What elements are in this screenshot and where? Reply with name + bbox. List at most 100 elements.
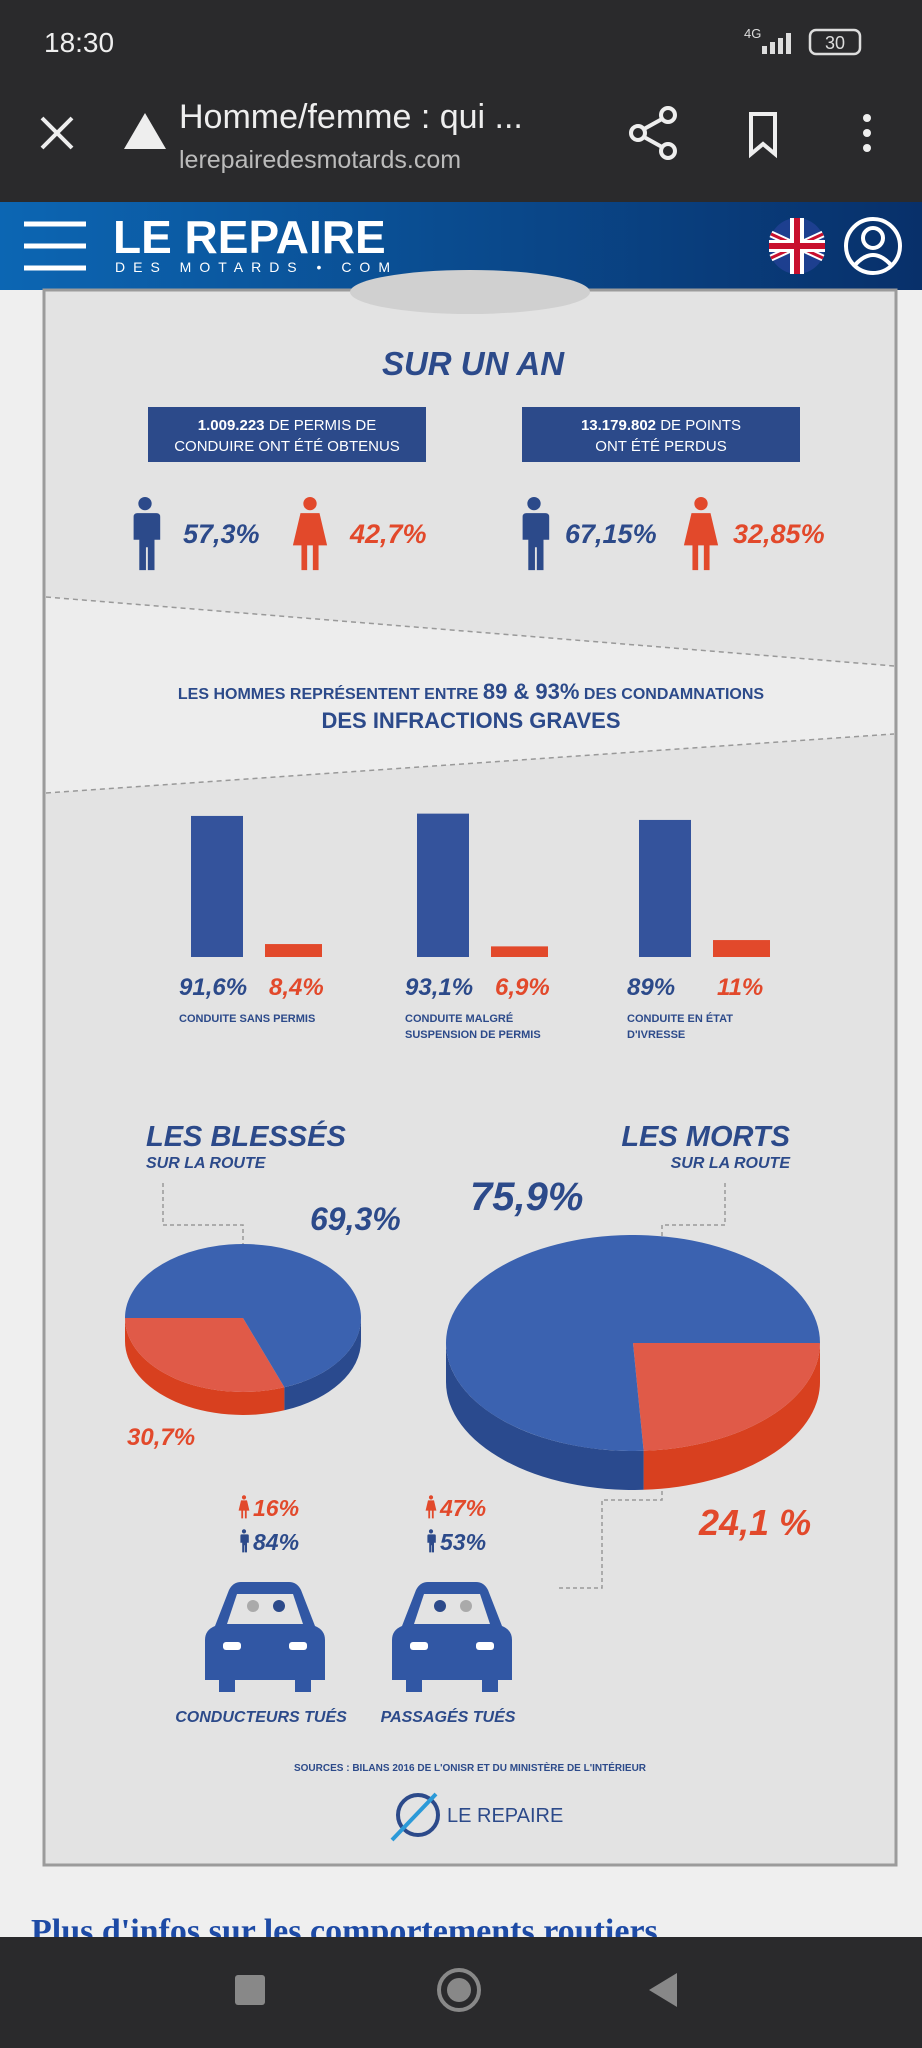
- car-light: [223, 1642, 241, 1650]
- site-logo-sub: DES MOTARDS • COM: [115, 259, 398, 275]
- year-title: SUR UN AN: [382, 345, 565, 382]
- women-label: 6,9%: [495, 974, 550, 1001]
- footer-logo: [390, 1792, 440, 1842]
- box-number: 13.179.802: [581, 417, 656, 434]
- women-share: 32,85%: [733, 519, 825, 549]
- band-border: [45, 596, 895, 794]
- bar-caption: CONDUITE EN ÉTAT: [627, 1012, 733, 1025]
- battery: [808, 28, 862, 56]
- men-share: 67,15%: [565, 519, 657, 549]
- account-button[interactable]: [844, 217, 902, 275]
- sources: SOURCES : BILANS 2016 DE L'ONISR ET DU M…: [294, 1761, 647, 1774]
- back-button[interactable]: [649, 1973, 677, 2007]
- car-light: [410, 1642, 428, 1650]
- warning-icon: [124, 113, 166, 149]
- page-url: lerepairedesmotards.com: [179, 146, 461, 174]
- box-text: ONT ÉTÉ PERDUS: [595, 438, 726, 455]
- women-bar: [491, 946, 548, 957]
- car-driver: [273, 1600, 285, 1612]
- bar-caption: CONDUITE SANS PERMIS: [179, 1013, 315, 1025]
- stat-box: 13.179.802 DE POINTS ONT ÉTÉ PERDUS: [522, 407, 800, 462]
- svg-text:1.009.223 DE PERMIS DE: 1.009.223 DE PERMIS DE: [198, 417, 376, 434]
- men-share: 57,3%: [183, 519, 260, 549]
- car-window: [414, 1594, 490, 1624]
- pie-slice: [446, 1234, 820, 1451]
- bar-caption: CONDUITE MALGRÉ: [405, 1012, 513, 1025]
- men-bar: [417, 813, 469, 957]
- women-share: 16%: [253, 1495, 299, 1521]
- box-text: CONDUIRE ONT ÉTÉ OBTENUS: [174, 438, 400, 455]
- men-share: 53%: [440, 1529, 486, 1555]
- hamburger[interactable]: [24, 221, 86, 271]
- car-light: [476, 1642, 494, 1650]
- box-text: DE POINTS: [660, 417, 741, 434]
- pie-side: [284, 1318, 361, 1411]
- stat-box: 1.009.223 DE PERMIS DE CONDUIRE ONT ÉTÉ …: [148, 407, 426, 462]
- battery-level: 30: [825, 33, 845, 53]
- men-label: 91,6%: [179, 974, 247, 1001]
- men-label: 69,3%: [310, 1201, 401, 1237]
- car-light: [289, 1642, 307, 1650]
- site-logo[interactable]: LE REPAIRE: [113, 211, 386, 263]
- pie-subtitle: SUR LA ROUTE: [146, 1155, 267, 1172]
- women-label: 11%: [717, 974, 763, 1001]
- car-window: [227, 1594, 303, 1624]
- page-title: Homme/femme : qui ...: [179, 98, 523, 136]
- menu-button[interactable]: [863, 114, 871, 152]
- share-button[interactable]: [629, 106, 677, 160]
- pie-subtitle: SUR LA ROUTE: [671, 1155, 792, 1172]
- pie-slice: [125, 1244, 361, 1388]
- car-passenger: [247, 1600, 259, 1612]
- pie-slice: [633, 1343, 820, 1451]
- bar-caption: D'IVRESSE: [627, 1029, 685, 1041]
- pie-side: [446, 1343, 644, 1490]
- svg-text:13.179.802 DE POINTS: 13.179.802 DE POINTS: [581, 417, 741, 434]
- band: [46, 597, 894, 793]
- men-share: 84%: [253, 1529, 299, 1555]
- car-caption: CONDUCTEURS TUÉS: [175, 1707, 347, 1726]
- women-share: 42,7%: [349, 519, 427, 549]
- pie-side: [643, 1343, 820, 1490]
- time: 18:30: [44, 27, 114, 58]
- men-bar: [639, 819, 691, 957]
- pie-guide: [162, 1183, 244, 1255]
- bar-caption: SUSPENSION DE PERMIS: [405, 1029, 541, 1041]
- pie-title: LES BLESSÉS: [146, 1120, 346, 1153]
- close-button[interactable]: [40, 116, 74, 150]
- svg-text:LES HOMMES REPRÉSENTENT ENTRE: LES HOMMES REPRÉSENTENT ENTRE 89 & 93% D…: [178, 679, 764, 704]
- pie-slice: [125, 1318, 285, 1393]
- box-number: 1.009.223: [198, 417, 265, 434]
- footer-logo-text: LE REPAIRE: [447, 1805, 563, 1827]
- recents-button[interactable]: [235, 1975, 265, 2005]
- women-label: 24,1 %: [698, 1502, 811, 1543]
- cars: 16% 84% CONDUCTEURS TUÉS 47% 53% PASSAGÉS TUÉ…: [175, 1495, 516, 1726]
- browser-chrome: [0, 0, 922, 202]
- women-label: 8,4%: [269, 974, 324, 1001]
- car-driver: [460, 1600, 472, 1612]
- home-button[interactable]: [437, 1968, 481, 2012]
- women-share: 47%: [439, 1495, 486, 1521]
- box-text: DE PERMIS DE: [269, 417, 377, 434]
- pie-side: [125, 1318, 285, 1416]
- men-label: 89%: [627, 974, 675, 1001]
- women-bar: [713, 940, 770, 957]
- band-text: LES HOMMES REPRÉSENTENT ENTRE: [178, 684, 479, 703]
- network: 4G: [744, 26, 761, 41]
- language-flag[interactable]: [769, 218, 825, 274]
- signal-icon: [762, 33, 791, 54]
- men-label: 75,9%: [470, 1175, 583, 1219]
- pie-title: LES MORTS: [621, 1121, 790, 1153]
- band-highlight: 89 & 93%: [483, 679, 580, 704]
- women-bar: [265, 944, 322, 957]
- car-passenger: [434, 1600, 446, 1612]
- band-title: DES INFRACTIONS GRAVES: [321, 708, 620, 733]
- men-bar: [191, 815, 243, 957]
- women-label: 30,7%: [127, 1424, 195, 1451]
- band-text: DES CONDAMNATIONS: [584, 686, 764, 703]
- illustration-fragment: [350, 270, 590, 314]
- bookmark-button[interactable]: [749, 112, 777, 159]
- men-label: 93,1%: [405, 974, 473, 1001]
- car-caption: PASSAGÉS TUÉS: [381, 1707, 516, 1726]
